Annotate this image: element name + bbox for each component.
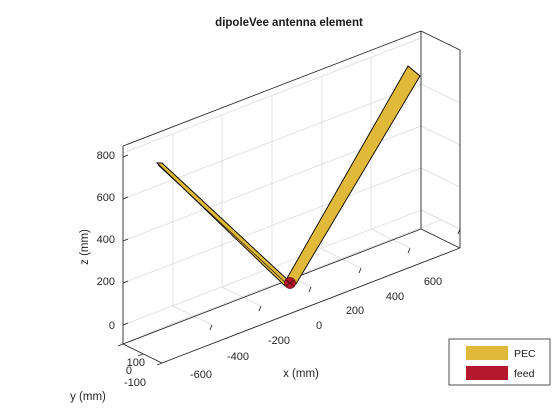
feed-marker-detail: [285, 279, 295, 287]
x-axis: -600 -400 -200 0 200 400 600 x (mm): [190, 228, 461, 381]
legend-label-pec: PEC: [514, 348, 536, 360]
antenna: [155, 65, 421, 289]
x-tick-label: 600: [424, 276, 442, 288]
y-tick-label: 0: [126, 365, 132, 377]
y-tick-label: 100: [127, 357, 145, 369]
left-arm-edge: [157, 164, 288, 285]
z-axis-label: z (mm): [79, 229, 91, 265]
y-axis-label: y (mm): [70, 391, 106, 403]
x-axis-label: x (mm): [283, 368, 319, 380]
y-tick-label: -100: [124, 377, 146, 389]
y-axis: 100 0 -100 y (mm): [70, 343, 163, 403]
x-tick-label: 200: [346, 305, 364, 317]
right-arm: [285, 65, 421, 285]
z-tick-label: 400: [97, 234, 115, 246]
legend-swatch-feed: [466, 366, 508, 380]
z-tick-label: 800: [97, 150, 115, 162]
x-tick-label: -600: [190, 369, 212, 381]
legend: PEC feed: [448, 338, 551, 386]
chart-title: dipoleVee antenna element: [215, 17, 363, 29]
z-tick-label: 600: [97, 192, 115, 204]
z-axis: 800 600 400 200 0 z (mm): [79, 150, 129, 332]
z-tick-label: 200: [97, 276, 115, 288]
x-tick-label: -400: [227, 351, 249, 363]
legend-label-feed: feed: [514, 368, 535, 380]
legend-swatch-pec: [466, 346, 508, 360]
x-tick-label: 400: [386, 291, 404, 303]
x-tick-label: -200: [268, 335, 290, 347]
z-tick-label: 0: [109, 320, 115, 332]
axes-box: [122, 30, 461, 364]
x-tick-label: 0: [316, 320, 322, 332]
left-arm: [155, 162, 292, 287]
